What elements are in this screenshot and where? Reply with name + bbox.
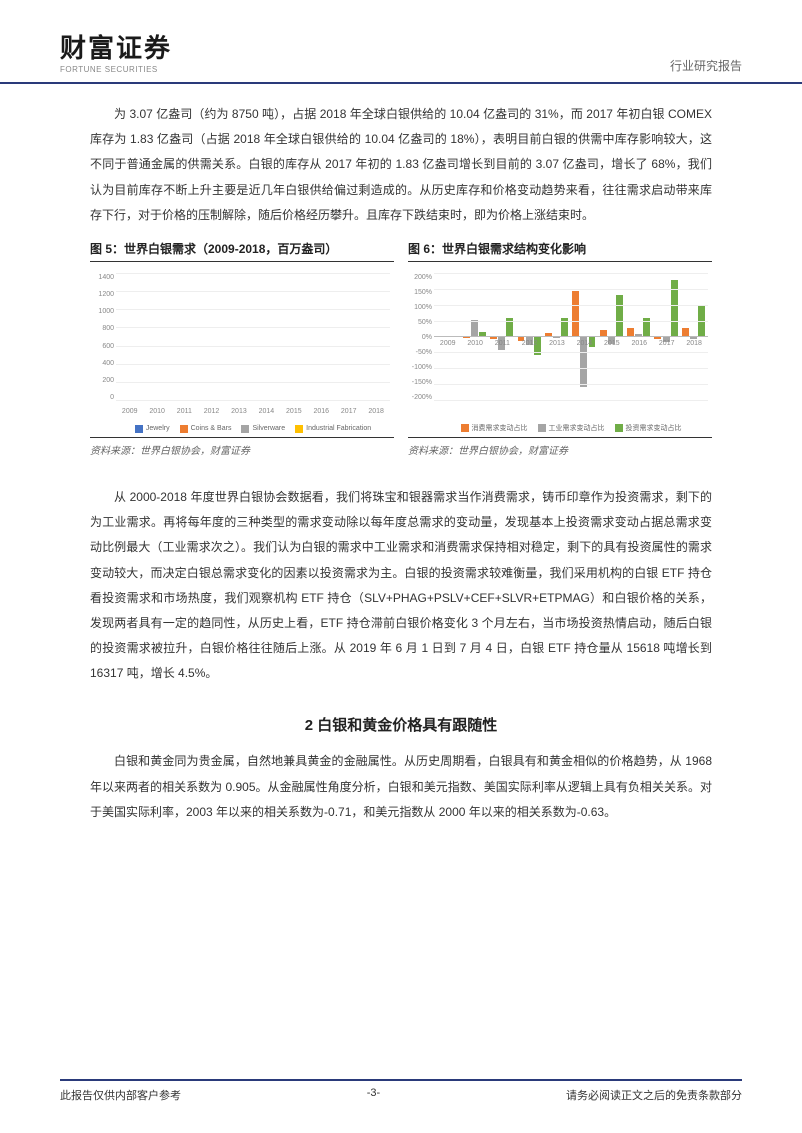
paragraph-1: 为 3.07 亿盎司（约为 8750 吨），占据 2018 年全球白银供给的 1… bbox=[90, 102, 712, 228]
chart-5-box: 1400120010008006004002000 20092010201120… bbox=[90, 268, 394, 438]
footer-left: 此报告仅供内部客户参考 bbox=[60, 1087, 181, 1103]
logo-block: 财富证券 FORTUNE SECURITIES bbox=[60, 28, 172, 74]
chart-5-plot bbox=[116, 274, 390, 401]
chart-6-bars bbox=[434, 274, 708, 401]
document-type-label: 行业研究报告 bbox=[670, 57, 742, 74]
chart-6-legend: 消费需求变动占比工业需求变动占比投资需求变动占比 bbox=[434, 423, 708, 433]
chart-5-y-axis: 1400120010008006004002000 bbox=[90, 274, 114, 401]
logo-cn: 财富证券 bbox=[60, 28, 172, 65]
paragraph-2: 从 2000-2018 年度世界白银协会数据看，我们将珠宝和银器需求当作消费需求… bbox=[90, 485, 712, 687]
footer-page-number: -3- bbox=[367, 1087, 380, 1103]
chart-6-box: 200%150%100%50%0%-50%-100%-150%-200% 200… bbox=[408, 268, 712, 438]
chart-6-y-axis: 200%150%100%50%0%-50%-100%-150%-200% bbox=[408, 274, 432, 401]
chart-5-x-labels: 2009201020112012201320142015201620172018 bbox=[116, 408, 390, 415]
section-2-heading: 2 白银和黄金价格具有跟随性 bbox=[90, 714, 712, 735]
logo-en: FORTUNE SECURITIES bbox=[60, 65, 172, 74]
charts-row: 图 5：世界白银需求（2009-2018，百万盎司） 1400120010008… bbox=[90, 240, 712, 457]
chart-6-source: 资料来源：世界白银协会，财富证券 bbox=[408, 438, 712, 457]
chart-5-legend: JewelryCoins & BarsSilverwareIndustrial … bbox=[116, 425, 390, 433]
chart-5-title: 图 5：世界白银需求（2009-2018，百万盎司） bbox=[90, 240, 394, 262]
paragraph-3: 白银和黄金同为贵金属，自然地兼具黄金的金融属性。从历史周期看，白银具有和黄金相似… bbox=[90, 749, 712, 825]
footer-right: 请务必阅读正文之后的免责条款部分 bbox=[566, 1087, 742, 1103]
chart-5-source: 资料来源：世界白银协会，财富证券 bbox=[90, 438, 394, 457]
page-footer: 此报告仅供内部客户参考 -3- 请务必阅读正文之后的免责条款部分 bbox=[60, 1079, 742, 1103]
chart-6-title: 图 6：世界白银需求结构变化影响 bbox=[408, 240, 712, 262]
page-header: 财富证券 FORTUNE SECURITIES 行业研究报告 bbox=[0, 0, 802, 84]
chart-6-panel: 图 6：世界白银需求结构变化影响 200%150%100%50%0%-50%-1… bbox=[408, 240, 712, 457]
chart-6-x-labels: 2009201020112012201320142015201620172018 bbox=[434, 340, 708, 347]
chart-5-panel: 图 5：世界白银需求（2009-2018，百万盎司） 1400120010008… bbox=[90, 240, 394, 457]
content-area: 为 3.07 亿盎司（约为 8750 吨），占据 2018 年全球白银供给的 1… bbox=[0, 84, 802, 825]
chart-6-plot bbox=[434, 274, 708, 401]
